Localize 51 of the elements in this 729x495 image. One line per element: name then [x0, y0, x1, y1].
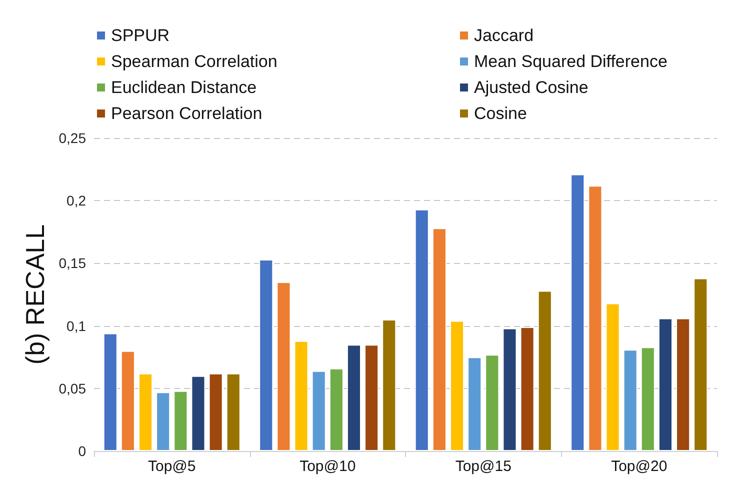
y-tick-label: 0,15 — [58, 255, 86, 272]
x-tick-label: Top@15 — [455, 458, 512, 475]
bar — [468, 357, 482, 451]
legend-label: Pearson Correlation — [111, 104, 262, 123]
x-tick-label: Top@5 — [148, 458, 196, 475]
bar — [208, 373, 223, 451]
bar — [414, 209, 429, 451]
bar — [485, 354, 500, 451]
bar — [226, 373, 240, 451]
bar — [346, 344, 362, 451]
y-tick-label: 0,25 — [58, 130, 86, 146]
y-tick-label: 0,2 — [66, 192, 86, 209]
bar — [502, 328, 517, 451]
bar — [329, 368, 344, 451]
x-tick-label: Top@10 — [300, 458, 356, 475]
legend-label: SPPUR — [111, 26, 170, 45]
bar — [588, 186, 602, 451]
y-tick-label: 0 — [78, 443, 86, 459]
legend-label: Jaccard — [474, 26, 534, 45]
y-tick-label: 0,05 — [58, 380, 86, 396]
bar — [606, 303, 620, 451]
legend-label: Mean Squared Difference — [474, 52, 668, 71]
bar — [450, 320, 464, 451]
bar — [191, 376, 206, 451]
bar — [259, 259, 274, 451]
legend-label: Cosine — [474, 104, 527, 123]
legend-label: Ajusted Cosine — [474, 78, 588, 97]
bar — [538, 290, 552, 451]
bar — [694, 278, 708, 451]
bar — [312, 370, 326, 451]
y-axis-title: (b) RECALL — [20, 224, 50, 365]
y-tick-label: 0,1 — [66, 318, 86, 334]
bar — [138, 373, 153, 451]
bar — [120, 350, 135, 451]
bar — [276, 282, 291, 451]
bar — [156, 392, 170, 451]
bar — [174, 390, 188, 451]
bar — [432, 228, 446, 451]
bar — [623, 350, 638, 451]
bar — [294, 340, 308, 451]
legend-label: Euclidean Distance — [111, 78, 257, 97]
legend-label: Spearman Correlation — [111, 52, 278, 71]
bar — [364, 344, 379, 451]
bar — [676, 318, 690, 451]
bar — [658, 318, 673, 451]
x-tick-label: Top@20 — [611, 458, 668, 475]
bar — [520, 327, 534, 451]
bar — [570, 174, 585, 451]
bar — [382, 320, 396, 451]
bar — [103, 333, 118, 451]
bar — [640, 347, 655, 451]
